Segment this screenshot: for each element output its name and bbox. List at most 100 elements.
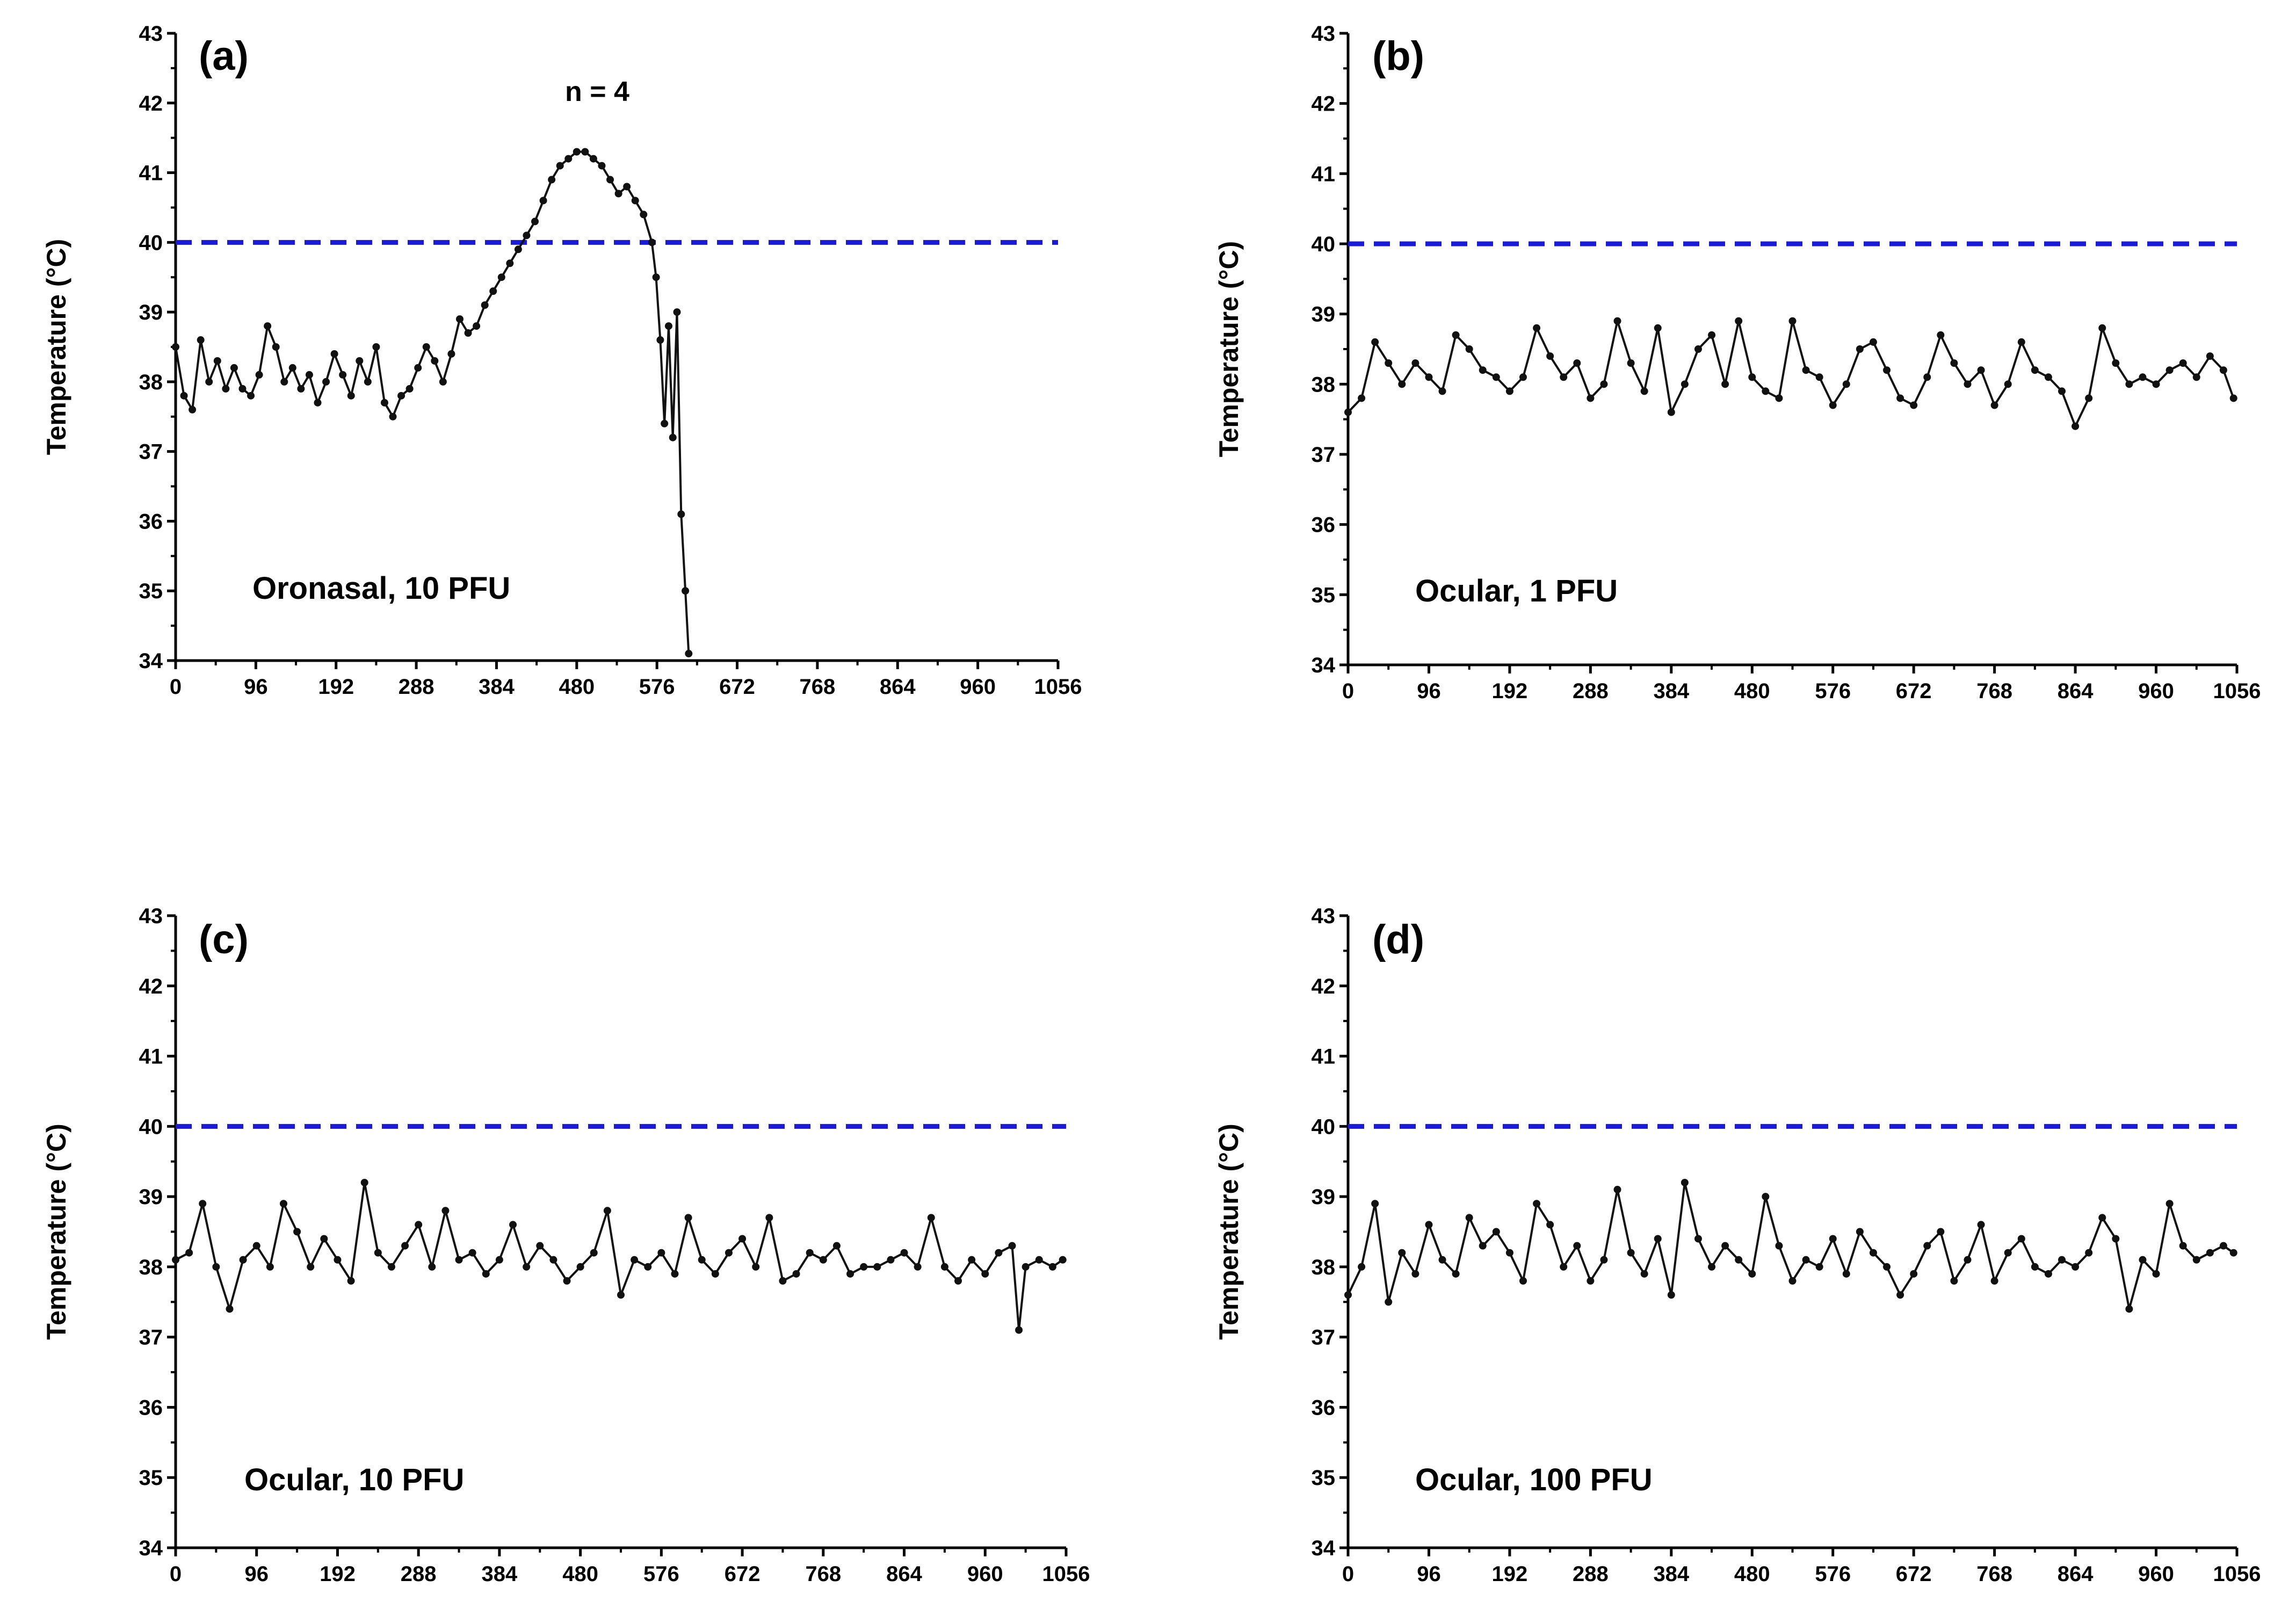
x-tick-label: 576 <box>643 1562 679 1586</box>
y-tick-label: 35 <box>139 579 163 603</box>
data-point <box>598 162 606 170</box>
data-point <box>1059 1256 1067 1264</box>
x-tick-label: 288 <box>1573 1562 1609 1586</box>
data-point <box>652 273 660 281</box>
data-point <box>415 1221 423 1229</box>
data-point <box>981 1270 989 1278</box>
data-point <box>536 1242 544 1250</box>
data-point <box>940 1263 948 1271</box>
x-tick-label: 864 <box>880 675 916 699</box>
data-point <box>1762 387 1770 395</box>
data-point <box>1923 1242 1931 1250</box>
data-point <box>1923 373 1931 381</box>
data-point <box>887 1256 895 1264</box>
data-point <box>238 385 247 393</box>
chart-panel-b: 34 35 36 37 38 39 40 41 42 43 0 96 192 288 384 480 576 67… <box>1214 22 2261 703</box>
data-point <box>1748 373 1756 381</box>
chart-panel-c: 34 35 36 37 38 39 40 41 42 43 0 96 192 288 384 480 576 67… <box>41 904 1090 1586</box>
data-point <box>305 371 313 379</box>
data-point <box>1964 1256 1972 1264</box>
data-point <box>347 1277 355 1285</box>
x-tick-label: 384 <box>482 1562 518 1586</box>
data-point <box>455 315 463 323</box>
data-point <box>1681 380 1689 388</box>
data-point <box>495 1256 503 1264</box>
x-tick-label: 384 <box>479 675 515 699</box>
data-point <box>347 392 355 400</box>
data-point <box>1627 1249 1635 1257</box>
data-point <box>1775 1242 1783 1250</box>
data-point <box>1896 394 1904 402</box>
data-point <box>422 343 430 351</box>
data-point <box>372 343 380 351</box>
data-point <box>819 1256 827 1264</box>
data-point <box>2004 1249 2012 1257</box>
data-point <box>2152 1270 2160 1278</box>
data-point <box>1694 1235 1702 1243</box>
x-tick-label: 192 <box>320 1562 356 1586</box>
data-point <box>1627 359 1635 367</box>
y-tick-label: 36 <box>139 1396 163 1419</box>
data-point <box>1950 1277 1958 1285</box>
data-point <box>2058 1256 2066 1264</box>
data-point <box>1829 1235 1837 1243</box>
data-point <box>2017 1235 2025 1243</box>
data-point <box>230 364 238 372</box>
y-tick-label: 43 <box>1312 22 1336 46</box>
data-point <box>556 162 564 170</box>
y-tick-label: 43 <box>1312 904 1336 928</box>
data-point <box>1964 380 1972 388</box>
data-point <box>1425 373 1433 381</box>
panel-label: (c) <box>199 917 249 962</box>
data-point <box>1762 1193 1770 1201</box>
data-point <box>677 510 685 518</box>
y-tick-label: 41 <box>1312 162 1336 186</box>
y-tick-label: 34 <box>1312 1536 1336 1560</box>
data-point <box>226 1305 234 1313</box>
data-point <box>1883 1263 1891 1271</box>
data-point <box>806 1249 814 1257</box>
data-point <box>1560 1263 1568 1271</box>
data-point <box>669 433 677 441</box>
y-tick-label: 39 <box>1312 303 1336 327</box>
data-point <box>1519 373 1527 381</box>
data-point <box>1721 380 1729 388</box>
data-point <box>1910 1270 1918 1278</box>
x-tick-label: 480 <box>559 675 595 699</box>
x-tick-label: 192 <box>1492 679 1528 703</box>
data-point <box>322 378 330 386</box>
data-point <box>212 1263 220 1271</box>
x-tick-label: 960 <box>960 675 996 699</box>
data-point <box>497 273 505 281</box>
data-point <box>2098 1214 2106 1222</box>
data-point <box>1573 1242 1581 1250</box>
data-point <box>360 1178 368 1186</box>
data-point <box>631 1256 639 1264</box>
data-point <box>1385 1298 1393 1306</box>
data-point <box>2206 352 2214 360</box>
data-point <box>2044 373 2052 381</box>
data-point <box>1883 366 1891 374</box>
data-point <box>1519 1277 1527 1285</box>
data-point <box>1546 1221 1554 1229</box>
data-point <box>272 343 280 351</box>
x-tick-label: 384 <box>1653 1562 1689 1586</box>
data-point <box>1842 1270 1850 1278</box>
x-tick-label: 192 <box>1492 1562 1528 1586</box>
data-point <box>172 1256 179 1264</box>
y-axis-label: Temperature (°C) <box>1214 1124 1244 1339</box>
x-tick-label: 1056 <box>1034 675 1082 699</box>
data-point <box>1587 1277 1595 1285</box>
y-tick-label: 39 <box>139 301 163 324</box>
data-point <box>1573 359 1581 367</box>
y-tick-label: 36 <box>1312 513 1336 537</box>
data-point <box>523 1263 531 1271</box>
data-point <box>1015 1326 1023 1334</box>
data-point <box>1546 352 1554 360</box>
data-point <box>539 197 547 205</box>
x-tick-label: 672 <box>1896 1562 1932 1586</box>
data-point <box>180 392 188 400</box>
data-point <box>684 1214 692 1222</box>
data-point <box>447 350 455 358</box>
data-point <box>1869 338 1877 346</box>
